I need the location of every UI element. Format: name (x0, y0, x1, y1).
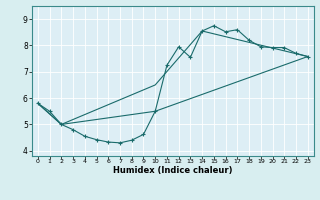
X-axis label: Humidex (Indice chaleur): Humidex (Indice chaleur) (113, 166, 233, 175)
